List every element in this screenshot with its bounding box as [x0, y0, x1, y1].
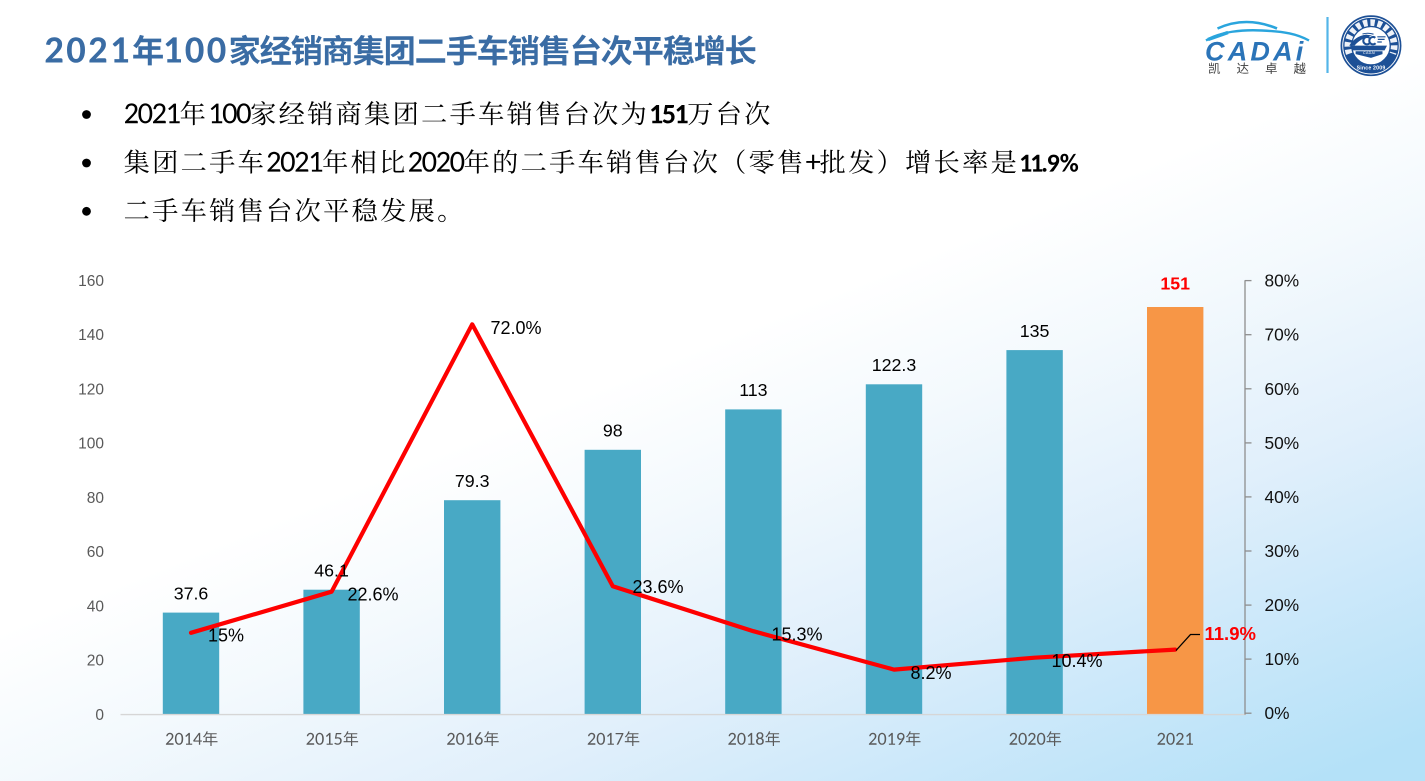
svg-text:Since 2009: Since 2009 [1357, 66, 1386, 72]
svg-text:100: 100 [78, 436, 104, 453]
svg-text:10%: 10% [1265, 649, 1300, 669]
svg-text:80%: 80% [1265, 271, 1300, 291]
svg-text:40%: 40% [1265, 487, 1300, 507]
svg-text:20%: 20% [1265, 595, 1300, 615]
svg-text:CADAI: CADAI [1363, 51, 1375, 55]
svg-text:0: 0 [95, 707, 104, 724]
svg-text:10.4%: 10.4% [1051, 651, 1102, 671]
svg-text:120: 120 [78, 381, 104, 398]
svg-text:80: 80 [87, 490, 105, 507]
svg-text:113: 113 [739, 380, 767, 400]
svg-text:72.0%: 72.0% [490, 318, 541, 338]
svg-text:15%: 15% [208, 625, 244, 645]
svg-text:15.3%: 15.3% [771, 624, 822, 644]
svg-text:CADAi: CADAi [1205, 37, 1307, 67]
svg-text:20: 20 [87, 653, 105, 670]
svg-text:60: 60 [87, 544, 105, 561]
svg-text:98: 98 [603, 421, 623, 441]
svg-text:160: 160 [78, 273, 104, 290]
svg-text:30%: 30% [1265, 541, 1300, 561]
svg-text:70%: 70% [1265, 325, 1300, 345]
svg-text:140: 140 [78, 327, 104, 344]
svg-text:37.6: 37.6 [174, 583, 209, 603]
svg-text:122.3: 122.3 [872, 355, 917, 375]
svg-text:151: 151 [1160, 274, 1190, 294]
svg-text:60%: 60% [1265, 379, 1300, 399]
svg-text:40: 40 [87, 598, 105, 615]
svg-text:22.6%: 22.6% [347, 584, 398, 604]
svg-text:79.3: 79.3 [455, 471, 490, 491]
svg-text:50%: 50% [1265, 433, 1300, 453]
svg-text:11.9%: 11.9% [1205, 623, 1256, 644]
svg-text:23.6%: 23.6% [632, 577, 683, 597]
svg-text:0%: 0% [1265, 703, 1290, 723]
svg-text:8.2%: 8.2% [910, 663, 951, 683]
svg-text:46.1: 46.1 [314, 560, 349, 580]
svg-text:135: 135 [1020, 321, 1050, 341]
